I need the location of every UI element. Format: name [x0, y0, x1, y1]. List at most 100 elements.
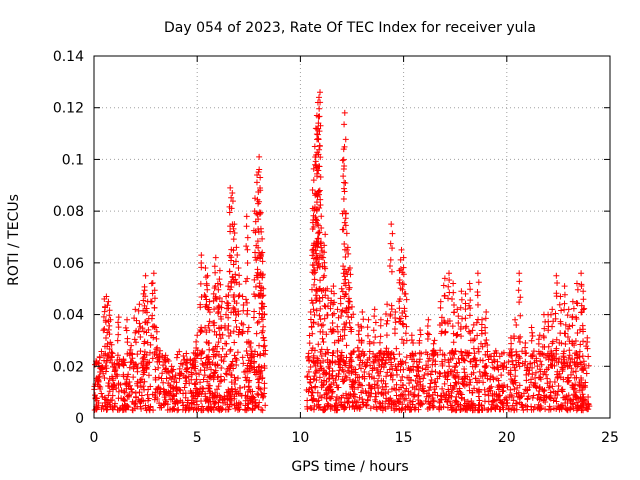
data-point [247, 344, 254, 351]
data-point [151, 304, 158, 311]
data-point [115, 331, 122, 338]
data-point [377, 316, 384, 323]
data-point [545, 364, 552, 371]
data-point [505, 405, 512, 412]
data-point [149, 280, 156, 287]
data-point [235, 331, 242, 338]
data-point [324, 346, 331, 353]
data-point [142, 319, 149, 326]
data-point [225, 283, 232, 290]
data-point [356, 361, 363, 368]
data-point [425, 316, 432, 323]
data-point [259, 316, 266, 323]
data-point [243, 213, 250, 220]
data-point [145, 397, 152, 404]
data-point [256, 363, 263, 370]
data-point [475, 279, 482, 286]
data-point [495, 386, 502, 393]
data-point [334, 347, 341, 354]
data-point [557, 320, 564, 327]
data-point [549, 340, 556, 347]
data-point [230, 328, 237, 335]
data-point [388, 268, 395, 275]
data-point [107, 397, 114, 404]
data-point [316, 205, 323, 212]
data-point [314, 360, 321, 367]
data-point [403, 323, 410, 330]
data-point [200, 376, 207, 383]
data-point [120, 371, 127, 378]
data-point [415, 363, 422, 370]
data-point [316, 374, 323, 381]
data-point [408, 337, 415, 344]
data-point [452, 373, 459, 380]
data-point [559, 366, 566, 373]
data-point [192, 389, 199, 396]
data-point [320, 338, 327, 345]
data-point [585, 362, 592, 369]
data-point [580, 338, 587, 345]
data-point [218, 304, 225, 311]
data-point [545, 384, 552, 391]
data-point [106, 307, 113, 314]
data-point [424, 335, 431, 342]
data-point [313, 307, 320, 314]
data-point [224, 396, 231, 403]
data-point [162, 365, 169, 372]
data-point [461, 369, 468, 376]
data-point [259, 394, 266, 401]
data-point [366, 373, 373, 380]
data-point [261, 337, 268, 344]
data-point [224, 401, 231, 408]
data-point [253, 257, 260, 264]
data-point [372, 334, 379, 341]
data-point [477, 373, 484, 380]
data-point [400, 254, 407, 261]
data-point [485, 356, 492, 363]
data-point [132, 361, 139, 368]
data-point [209, 359, 216, 366]
data-point [218, 316, 225, 323]
data-point [317, 154, 324, 161]
data-point [455, 379, 462, 386]
data-point [260, 343, 267, 350]
data-point [310, 165, 317, 172]
data-point [339, 157, 346, 164]
data-point [243, 395, 250, 402]
data-point [581, 305, 588, 312]
data-point [387, 312, 394, 319]
data-point [450, 339, 457, 346]
data-point [316, 105, 323, 112]
data-point [408, 366, 415, 373]
data-point [97, 369, 104, 376]
data-point [323, 331, 330, 338]
data-point [478, 321, 485, 328]
data-point [338, 394, 345, 401]
data-point [257, 253, 264, 260]
data-point [189, 361, 196, 368]
data-point [515, 335, 522, 342]
data-point [522, 386, 529, 393]
data-point [565, 325, 572, 332]
data-point [424, 322, 431, 329]
data-point [215, 286, 222, 293]
data-point [341, 143, 348, 150]
data-point [520, 390, 527, 397]
data-point [130, 374, 137, 381]
data-point [234, 252, 241, 259]
data-point [431, 337, 438, 344]
data-point [450, 350, 457, 357]
data-point [145, 372, 152, 379]
data-point [451, 383, 458, 390]
data-point [561, 356, 568, 363]
data-point [421, 372, 428, 379]
data-point [569, 298, 576, 305]
data-point [343, 309, 350, 316]
data-point [318, 322, 325, 329]
data-point [376, 339, 383, 346]
data-point [136, 301, 143, 308]
data-point [530, 348, 537, 355]
data-point [154, 396, 161, 403]
data-point [178, 360, 185, 367]
data-point [100, 327, 107, 334]
